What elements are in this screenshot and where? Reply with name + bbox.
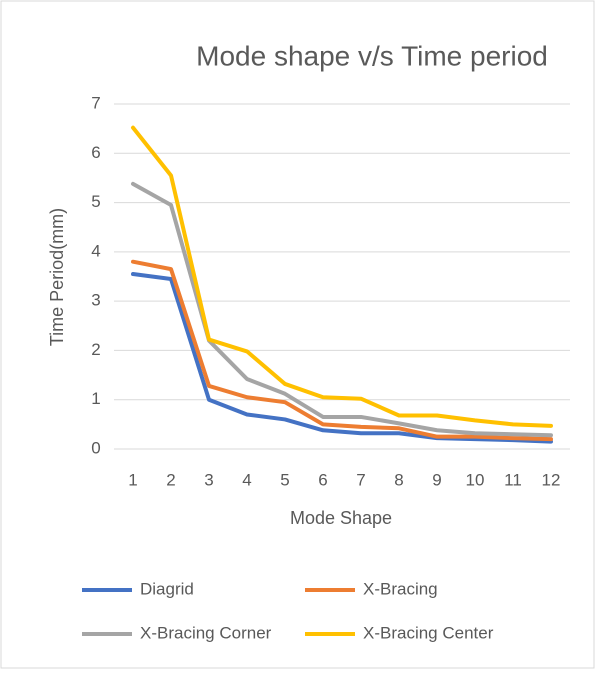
series-line [131,272,553,444]
x-tick-label: 5 [280,470,289,489]
x-tick-label: 9 [432,470,441,489]
legend-label: X-Bracing [363,579,438,598]
chart-title: Mode shape v/s Time period [196,40,548,71]
y-tick-label: 3 [91,291,100,310]
legend-label: Diagrid [140,579,194,598]
x-tick-label: 7 [356,470,365,489]
y-tick-label: 5 [91,192,100,211]
y-axis-label: Time Period(mm) [47,208,67,346]
x-tick-label: 8 [394,470,403,489]
x-tick-label: 3 [204,470,213,489]
series-line [131,125,553,428]
x-tick-label: 2 [166,470,175,489]
x-tick-label: 4 [242,470,251,489]
x-tick-label: 6 [318,470,327,489]
y-tick-label: 0 [91,438,100,457]
x-tick-label: 11 [504,470,522,489]
x-tick-label: 1 [128,470,137,489]
x-tick-label: 10 [466,470,485,489]
x-tick-label: 12 [542,470,561,489]
y-tick-label: 4 [91,241,100,260]
x-axis-label: Mode Shape [290,508,392,528]
legend-label: X-Bracing Center [363,623,494,642]
y-tick-label: 1 [91,389,100,408]
legend-label: X-Bracing Corner [140,623,272,642]
y-tick-label: 2 [91,340,100,359]
y-tick-label: 6 [91,143,100,162]
series-line [131,259,553,442]
y-tick-label: 7 [91,93,100,112]
